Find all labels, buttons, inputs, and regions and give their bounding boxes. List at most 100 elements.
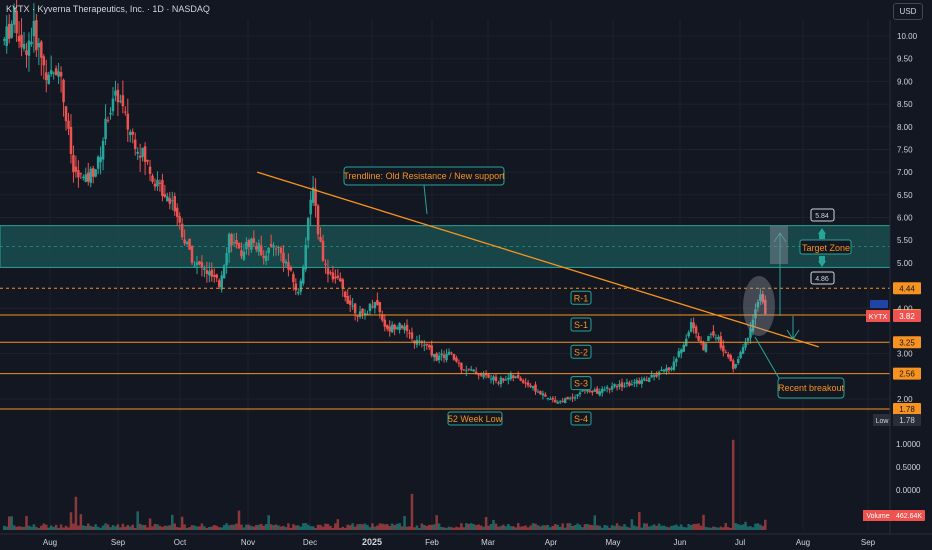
volume-bar xyxy=(346,524,349,530)
volume-bar xyxy=(519,526,522,530)
candle-body xyxy=(133,139,137,149)
candle-body xyxy=(250,238,253,250)
volume-bar xyxy=(591,525,594,530)
volume-bar xyxy=(465,523,468,530)
candle-body xyxy=(373,301,377,309)
volume-bar xyxy=(77,525,80,530)
candle-body xyxy=(712,331,715,336)
volume-bar xyxy=(129,526,132,530)
time-tick-label: Aug xyxy=(43,538,57,547)
volume-bar xyxy=(425,525,429,530)
volume-bar xyxy=(593,515,597,530)
volume-bar xyxy=(759,524,762,530)
candle-body xyxy=(581,390,584,392)
candle-body xyxy=(368,303,372,312)
candle-body xyxy=(304,245,307,270)
candle-body xyxy=(749,328,752,338)
candle-body xyxy=(660,370,663,372)
target-top-value: 5.84 xyxy=(815,213,829,220)
volume-bar xyxy=(262,525,265,530)
volume-bar xyxy=(556,524,559,530)
volume-bar xyxy=(203,526,206,530)
candle-body xyxy=(638,380,641,384)
candle-body xyxy=(198,261,201,265)
candle-body xyxy=(405,324,409,332)
candle-body xyxy=(524,382,527,384)
volume-bar xyxy=(74,496,78,530)
volume-bar xyxy=(682,527,686,530)
volume-bar xyxy=(84,526,88,530)
target-up-marker xyxy=(818,228,826,234)
candle-body xyxy=(662,369,666,372)
trendline-callout-text: Trendline: Old Resistance / New support xyxy=(343,171,505,181)
candle-body xyxy=(704,343,708,352)
candle-body xyxy=(591,390,594,393)
currency-button[interactable]: USD xyxy=(893,3,923,20)
candle-body xyxy=(593,389,597,392)
candle-body xyxy=(514,376,517,378)
target-down-stem xyxy=(819,256,825,261)
volume-bar xyxy=(42,523,46,530)
candle-body xyxy=(689,322,693,332)
candle-body xyxy=(237,242,241,249)
volume-bar xyxy=(348,525,352,530)
volume-bar xyxy=(351,523,354,530)
candle-body xyxy=(655,374,658,377)
candle-body xyxy=(64,106,68,122)
candle-body xyxy=(613,384,616,387)
volume-bar xyxy=(761,526,765,530)
time-tick-label: Oct xyxy=(174,538,187,547)
volume-bar xyxy=(190,525,194,530)
candle-body xyxy=(188,238,191,250)
candle-body xyxy=(69,126,73,154)
volume-bar xyxy=(143,525,147,530)
volume-bar xyxy=(326,523,330,530)
candle-body xyxy=(91,168,95,177)
candle-body xyxy=(25,50,28,55)
time-tick-label: Sep xyxy=(861,538,876,547)
candle-body xyxy=(272,245,275,248)
volume-bar xyxy=(729,527,732,530)
volume-bar xyxy=(504,526,508,530)
breakout-label: Recent breakout xyxy=(778,383,845,393)
candle-body xyxy=(59,72,63,77)
candle-body xyxy=(598,391,602,396)
candle-body xyxy=(200,262,204,268)
candle-body xyxy=(348,300,352,305)
volume-bar xyxy=(405,526,409,530)
candle-body xyxy=(20,34,23,48)
volume-bar xyxy=(460,523,463,530)
volume-bar xyxy=(230,524,233,530)
candle-body xyxy=(717,337,720,340)
volume-bar xyxy=(482,526,485,530)
volume-bar xyxy=(284,527,288,530)
candle-body xyxy=(544,394,547,397)
candle-body xyxy=(494,376,498,381)
volume-bar xyxy=(502,524,505,530)
breakout-highlight xyxy=(743,276,775,336)
breakout-box xyxy=(777,377,845,399)
candle-body xyxy=(287,262,290,270)
candle-body xyxy=(299,280,303,292)
volume-bar xyxy=(109,527,112,530)
volume-bar xyxy=(628,527,631,530)
candle-body xyxy=(171,200,174,202)
volume-bar xyxy=(499,525,503,530)
candle-body xyxy=(129,131,132,136)
volume-bar xyxy=(373,526,377,530)
candle-body xyxy=(504,379,508,381)
volume-bars xyxy=(3,439,767,530)
volume-bar xyxy=(376,525,379,530)
volume-bar xyxy=(554,523,557,530)
candle-body xyxy=(697,335,700,341)
volume-bar xyxy=(324,523,327,530)
volume-tag-box xyxy=(893,510,925,521)
candle-body xyxy=(341,279,345,289)
volume-bar xyxy=(551,525,555,530)
candle-body xyxy=(460,362,463,370)
candle-body xyxy=(381,314,384,321)
candle-body xyxy=(12,7,16,25)
candle-body xyxy=(101,140,105,160)
volume-bar xyxy=(494,523,498,530)
